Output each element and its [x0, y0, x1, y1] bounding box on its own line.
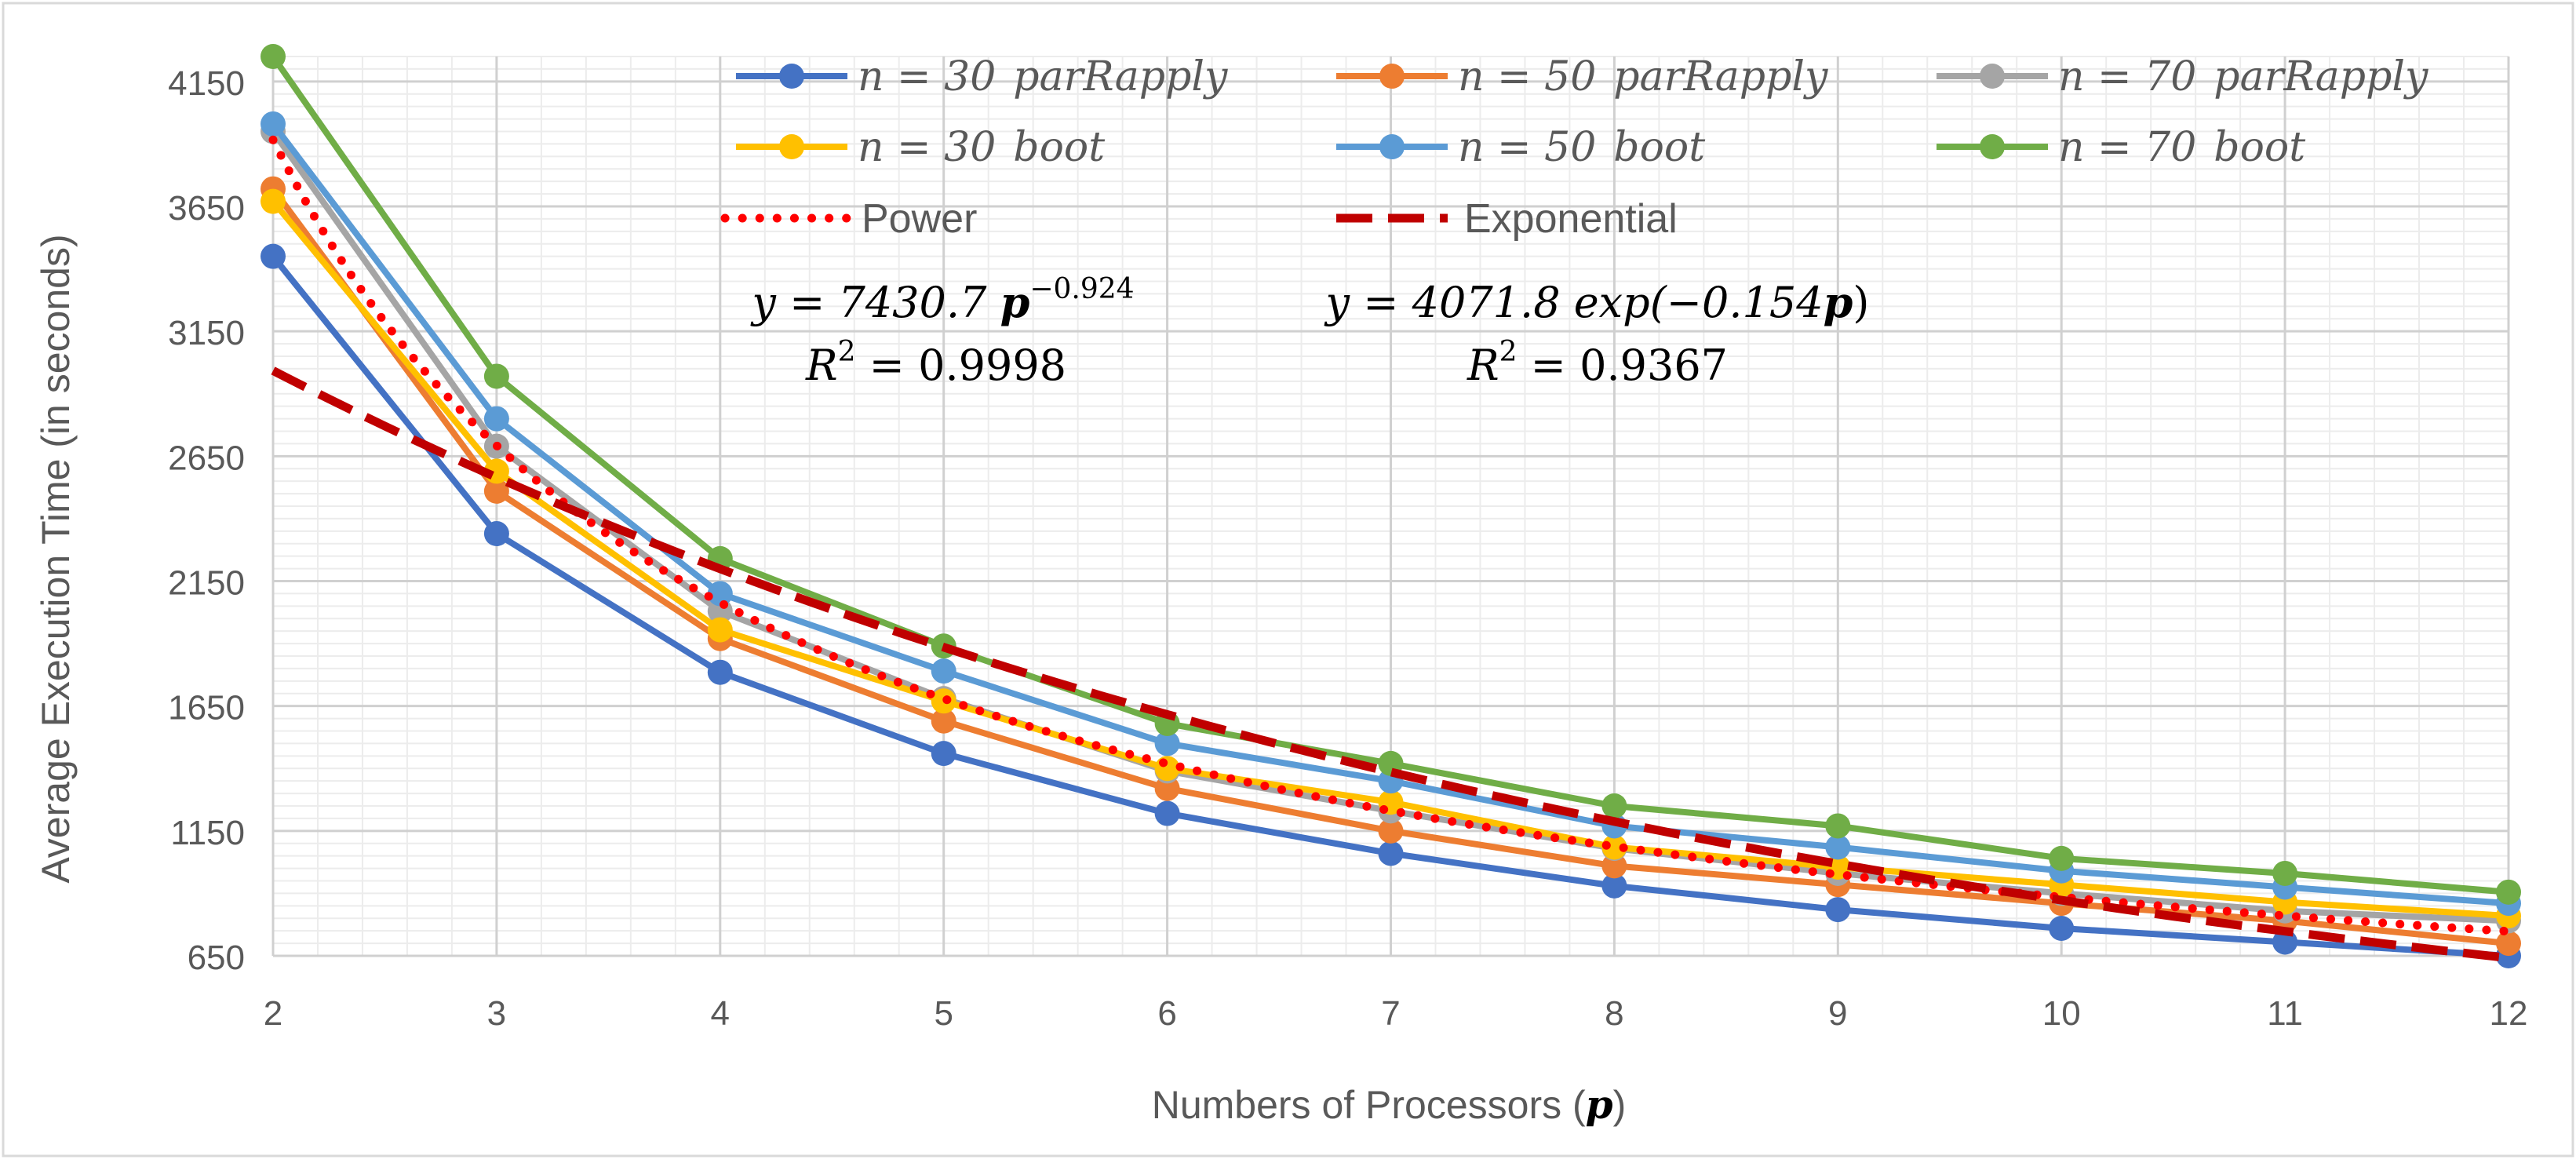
data-point: [2496, 879, 2521, 905]
legend-label-n50-parrapply: n = 50 parRapply: [1458, 53, 1828, 100]
data-point: [707, 581, 733, 607]
power-equation: y = 7430.7 p−0.924 R2 = 0.9998: [750, 273, 1134, 390]
x-axis-label: Numbers of Processors (p): [1152, 1081, 1627, 1128]
legend-item-n30-boot: n = 30 boot: [736, 124, 1105, 171]
data-point: [261, 188, 286, 214]
data-point: [707, 617, 733, 643]
data-point: [483, 521, 509, 547]
x-tick-label: 10: [2042, 994, 2081, 1033]
legend-label-n30-boot: n = 30 boot: [858, 124, 1105, 171]
data-point: [2049, 915, 2075, 941]
data-point: [931, 658, 956, 684]
legend-item-n70-boot: n = 70 boot: [1937, 124, 2305, 171]
legend-marker-n50-boot: [1379, 134, 1405, 159]
data-point: [1154, 756, 1180, 782]
y-tick-label: 2650: [168, 439, 245, 477]
x-axis-label-close: ): [1613, 1083, 1627, 1127]
data-point: [931, 741, 956, 767]
power-r2-text: R2 = 0.9998: [805, 336, 1066, 390]
data-point: [1601, 834, 1627, 860]
x-tick-label: 7: [1381, 994, 1400, 1033]
y-tick-label: 2150: [168, 564, 245, 603]
data-point: [1154, 800, 1180, 826]
data-point: [261, 44, 286, 69]
y-tick-label: 1150: [170, 814, 245, 852]
data-point: [1378, 840, 1404, 866]
legend-item-n50-boot: n = 50 boot: [1336, 124, 1705, 171]
trendline-layer: [268, 135, 2513, 963]
power-equation-text: y = 7430.7 p−0.924: [750, 273, 1134, 327]
x-tick-label: 3: [487, 994, 506, 1033]
data-point: [2272, 860, 2298, 886]
data-point: [931, 708, 956, 734]
x-axis-ticks: 2 3 4 5 6 7 8 9 10 11 12: [264, 994, 2528, 1033]
legend-item-n70-parrapply: n = 70 parRapply: [1937, 53, 2428, 100]
y-axis-ticks: 650 1150 1650 2150 2650 3150 3650 4150: [168, 64, 245, 977]
data-point: [1601, 793, 1627, 818]
exponential-r2-text: R2 = 0.9367: [1467, 336, 1728, 390]
x-axis-label-text: Numbers of Processors (: [1152, 1083, 1586, 1127]
trendline-exponential: [271, 366, 2509, 963]
legend-marker-n70-parrapply: [1980, 64, 2005, 89]
data-point: [707, 659, 733, 685]
x-axis-label-symbol: p: [1586, 1081, 1613, 1128]
legend-label-exponential: Exponential: [1464, 196, 1678, 242]
y-axis-label: Average Execution Time (in seconds): [34, 234, 78, 883]
legend-item-n50-parrapply: n = 50 parRapply: [1336, 53, 1828, 100]
data-point: [1601, 873, 1627, 899]
legend-label-n50-boot: n = 50 boot: [1458, 124, 1705, 171]
y-tick-label: 3650: [168, 189, 245, 228]
data-point: [483, 406, 509, 432]
data-point: [1825, 834, 1851, 860]
x-tick-label: 9: [1828, 994, 1847, 1033]
y-tick-label: 4150: [168, 64, 245, 103]
series-5: [261, 44, 2521, 905]
data-point: [1154, 775, 1180, 801]
legend-item-power: Power: [720, 196, 977, 242]
legend-label-n70-parrapply: n = 70 parRapply: [2058, 53, 2428, 100]
x-tick-label: 12: [2490, 994, 2528, 1033]
data-point: [261, 243, 286, 269]
series-0: [261, 243, 2521, 968]
x-tick-label: 2: [264, 994, 282, 1033]
data-point: [1601, 853, 1627, 879]
trendline-power: [268, 135, 2513, 936]
data-point: [261, 111, 286, 137]
major-gridlines: [271, 57, 2510, 957]
data-point: [483, 363, 509, 389]
legend-label-power: Power: [862, 196, 977, 242]
legend-item-n30-parrapply: n = 30 parRapply: [736, 53, 1228, 100]
x-tick-label: 4: [711, 994, 730, 1033]
exponential-equation: y = 4071.8 exp(−0.154p) R2 = 0.9367: [1324, 277, 1870, 390]
data-point: [1154, 731, 1180, 756]
data-point: [1825, 813, 1851, 839]
x-tick-label: 11: [2267, 994, 2303, 1033]
legend-item-exponential: Exponential: [1336, 196, 1678, 242]
data-point: [2049, 845, 2075, 871]
legend-marker-n70-boot: [1980, 134, 2005, 159]
legend: n = 30 parRapply n = 50 parRapply n = 70 pa…: [720, 53, 2428, 242]
legend-label-n70-boot: n = 70 boot: [2058, 124, 2305, 171]
data-point: [1825, 897, 1851, 923]
y-tick-label: 3150: [168, 314, 245, 352]
x-tick-label: 6: [1157, 994, 1176, 1033]
data-point: [483, 478, 509, 504]
data-point: [2496, 931, 2521, 957]
y-tick-label: 1650: [168, 689, 245, 727]
data-point: [1378, 818, 1404, 844]
legend-label-n30-parrapply: n = 30 parRapply: [858, 53, 1228, 100]
exponential-equation-text: y = 4071.8 exp(−0.154p): [1324, 277, 1870, 327]
y-tick-label: 650: [188, 939, 245, 977]
x-tick-label: 5: [934, 994, 953, 1033]
legend-marker-n30-boot: [779, 134, 804, 159]
legend-marker-n50-parrapply: [1379, 64, 1405, 89]
x-tick-label: 8: [1605, 994, 1623, 1033]
legend-marker-n30-parrapply: [779, 64, 804, 89]
